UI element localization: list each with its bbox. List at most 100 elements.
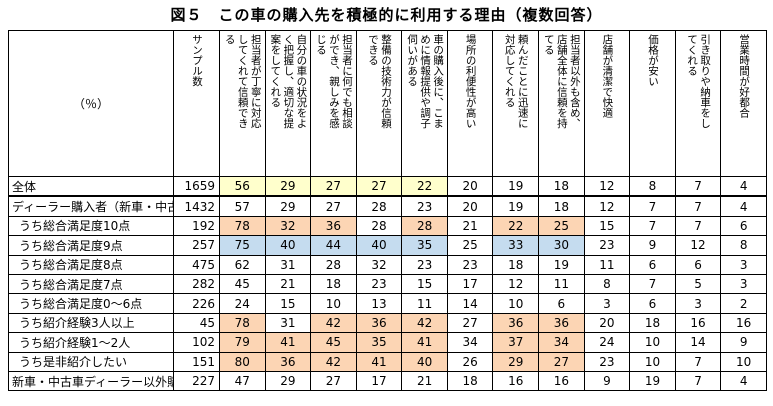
value-cell: 23: [446, 254, 494, 275]
value-cell: 18: [538, 176, 585, 198]
value-cell: 6: [538, 293, 585, 314]
column-header-text: 頼んだことに迅速に 対応してくれる: [503, 34, 529, 129]
value-cell: 6: [674, 254, 722, 275]
value-cell: 11: [583, 254, 631, 275]
row-label: うち紹介経験1～2人: [8, 332, 174, 353]
value-cell: 11: [401, 293, 448, 314]
value-cell: 23: [401, 195, 448, 217]
value-cell: 7: [629, 215, 676, 237]
value-cell: 12: [674, 235, 722, 256]
sample-size: 102: [173, 332, 220, 353]
value-cell: 21: [264, 273, 312, 295]
value-cell: 35: [355, 332, 403, 353]
value-cell: 24: [583, 332, 631, 353]
value-cell: 8: [583, 273, 631, 295]
value-cell: 41: [401, 332, 448, 353]
value-cell: 32: [264, 215, 312, 237]
sample-size: 257: [173, 235, 220, 256]
column-header-text: 自分の車の状況をよ く把握し、適切な提 案をしてくれる: [269, 34, 308, 129]
column-header: 頼んだことに迅速に 対応してくれる: [492, 30, 540, 177]
value-cell: 12: [583, 195, 631, 217]
column-header-text: 整備の技術力が信頼 できる: [367, 34, 393, 129]
value-cell: 20: [583, 312, 631, 334]
value-cell: 7: [674, 215, 722, 237]
row-label: うち是非紹介したい: [8, 351, 174, 372]
value-cell: 14: [674, 332, 722, 353]
value-cell: 8: [629, 176, 676, 198]
value-cell: 4: [720, 370, 767, 392]
value-cell: 27: [310, 370, 357, 392]
column-header: 整備の技術力が信頼 できる: [355, 30, 403, 177]
value-cell: 24: [219, 293, 266, 314]
column-header: 自分の車の状況をよ く把握し、適切な提 案をしてくれる: [264, 30, 312, 177]
row-label: 新車・中古車ディーラー以外購入者: [8, 370, 174, 392]
value-cell: 42: [310, 351, 357, 372]
column-header-text: 担当者に何でも相談 ができ、親しみを感 じる: [314, 34, 353, 129]
value-cell: 34: [446, 332, 494, 353]
value-cell: 62: [219, 254, 266, 275]
value-cell: 6: [720, 215, 767, 237]
value-cell: 23: [401, 254, 448, 275]
value-cell: 28: [355, 215, 403, 237]
value-cell: 42: [401, 312, 448, 334]
value-cell: 15: [264, 293, 312, 314]
table-row: 全体 1659 56 29 27 27 22 20 19 18 12 8 7 4: [8, 176, 767, 198]
value-cell: 35: [401, 235, 448, 256]
value-cell: 7: [629, 273, 676, 295]
value-cell: 2: [720, 293, 767, 314]
value-cell: 27: [355, 176, 403, 198]
value-cell: 4: [720, 176, 767, 198]
table-row: うち総合満足度10点 192 78 32 36 28 28 21 22 25 15 7 7 6: [8, 215, 767, 237]
sample-size: 227: [173, 370, 220, 392]
value-cell: 18: [310, 273, 357, 295]
value-cell: 78: [219, 312, 266, 334]
value-cell: 9: [583, 370, 631, 392]
header-row: （％） サンプル数 担当者が丁寧に対応 してくれて信頼でき る自分の車の状況をよ …: [8, 30, 767, 177]
sample-size: 192: [173, 215, 220, 237]
column-header-text: 場所の利便性が高い: [464, 34, 477, 129]
sample-size: 45: [173, 312, 220, 334]
column-header: 担当者が丁寧に対応 してくれて信頼でき る: [219, 30, 266, 177]
column-header: 営業時間が好都合: [720, 30, 767, 177]
sample-size: 475: [173, 254, 220, 275]
value-cell: 36: [538, 312, 585, 334]
value-cell: 27: [310, 176, 357, 198]
value-cell: 23: [355, 273, 403, 295]
row-label: ディーラー購入者（新車・中古車）: [8, 195, 174, 217]
value-cell: 80: [219, 351, 266, 372]
chart-title: 図５ この車の購入先を積極的に利用する理由（複数回答）: [170, 6, 603, 24]
value-cell: 32: [355, 254, 403, 275]
value-cell: 19: [629, 370, 676, 392]
value-cell: 5: [674, 273, 722, 295]
sample-size: 1659: [173, 176, 220, 198]
column-header-text: 担当者が丁寧に対応 してくれて信頼でき る: [223, 34, 262, 129]
sample-size: 282: [173, 273, 220, 295]
sample-size: 1432: [173, 195, 220, 217]
table-row: うち是非紹介したい 151 80 36 42 41 40 26 29 27 23 10 7 10: [8, 351, 767, 372]
value-cell: 44: [310, 235, 357, 256]
value-cell: 22: [401, 176, 448, 198]
value-cell: 21: [401, 370, 448, 392]
value-cell: 23: [583, 351, 631, 372]
value-cell: 7: [674, 176, 722, 198]
value-cell: 79: [219, 332, 266, 353]
value-cell: 40: [355, 235, 403, 256]
value-cell: 16: [492, 370, 540, 392]
value-cell: 28: [355, 195, 403, 217]
value-cell: 12: [583, 176, 631, 198]
column-header-text: 担当者以外も含め、 店舗全体に信頼を持 てる: [542, 34, 581, 129]
value-cell: 29: [264, 370, 312, 392]
column-header: 場所の利便性が高い: [446, 30, 494, 177]
value-cell: 25: [446, 235, 494, 256]
table-row: うち総合満足度8点 475 62 31 28 32 23 23 18 19 11 6 6 3: [8, 254, 767, 275]
value-cell: 10: [492, 293, 540, 314]
value-cell: 4: [720, 195, 767, 217]
value-cell: 31: [264, 312, 312, 334]
table-row: ディーラー購入者（新車・中古車）143257292728232019181277…: [8, 195, 767, 217]
value-cell: 19: [492, 195, 540, 217]
sample-size: 226: [173, 293, 220, 314]
value-cell: 18: [446, 370, 494, 392]
value-cell: 7: [674, 195, 722, 217]
unit-label: （％）: [8, 30, 174, 177]
value-cell: 16: [720, 312, 767, 334]
